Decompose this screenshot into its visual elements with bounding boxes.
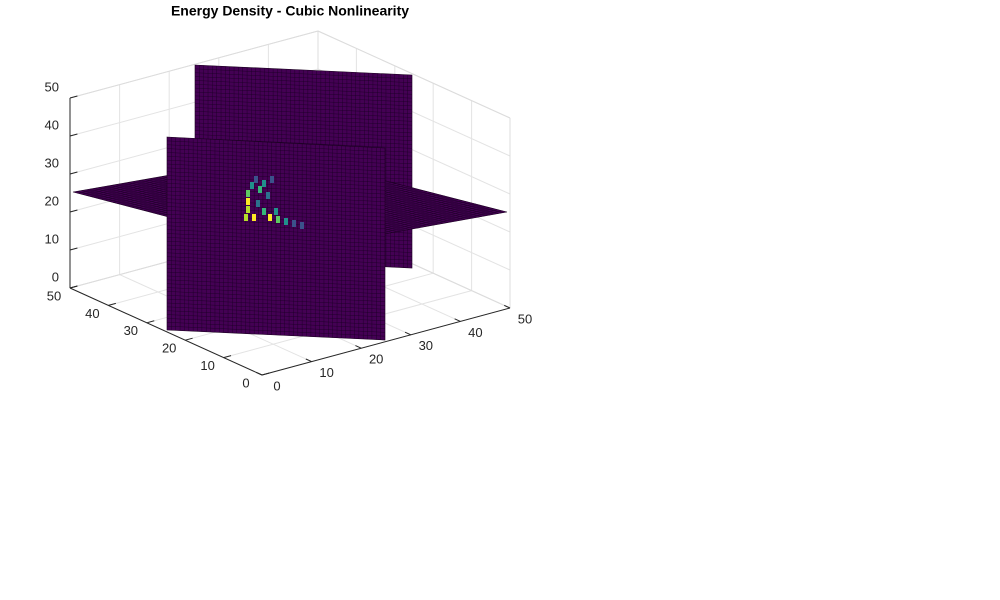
- z-tick-label: 20: [45, 193, 59, 208]
- z-tick-label: 40: [45, 117, 59, 132]
- chart-title: Energy Density - Cubic Nonlinearity: [171, 3, 409, 19]
- hot-cell: [254, 176, 258, 183]
- hot-cell: [266, 192, 270, 199]
- y-tick: [146, 320, 155, 324]
- hot-cell: [246, 206, 250, 213]
- box-edge: [69, 30, 319, 99]
- hot-cell: [268, 214, 272, 221]
- y-tick: [223, 355, 232, 359]
- x-tick-label: 0: [273, 378, 280, 393]
- z-tick: [69, 133, 78, 137]
- y-tick: [261, 372, 270, 376]
- x-tick-label: 30: [419, 338, 433, 353]
- hot-cell: [292, 220, 296, 227]
- y-tick: [108, 302, 116, 306]
- x-tick: [256, 371, 263, 376]
- z-tick-label: 0: [52, 269, 59, 284]
- z-tick: [69, 247, 78, 251]
- x-tick-label: 10: [319, 365, 333, 380]
- x-tick: [404, 331, 412, 336]
- hot-cell: [256, 200, 260, 207]
- hot-cell: [262, 180, 266, 187]
- hot-cell: [270, 176, 274, 183]
- x-tick: [305, 358, 312, 363]
- y-tick: [185, 337, 193, 341]
- hot-cell: [284, 218, 288, 225]
- hot-cell: [262, 208, 266, 215]
- slices: [72, 64, 508, 341]
- hot-cell: [244, 214, 248, 221]
- z-tick: [69, 95, 78, 99]
- z-tick-label: 30: [45, 155, 59, 170]
- slice-plane-front-mesh: [166, 137, 386, 340]
- hot-cell: [258, 186, 262, 193]
- y-tick-label: 10: [200, 358, 214, 373]
- x-tick-label: 50: [518, 311, 532, 326]
- hot-cell: [274, 208, 278, 215]
- hot-cell: [250, 182, 254, 189]
- y-tick-label: 30: [124, 323, 138, 338]
- hot-cell: [246, 198, 250, 205]
- hot-cell: [246, 190, 250, 197]
- box-edge: [317, 30, 511, 119]
- y-tick-label: 20: [162, 341, 176, 356]
- x-tick-label: 40: [468, 325, 482, 340]
- z-tick-label: 10: [45, 231, 59, 246]
- x-tick: [504, 304, 511, 309]
- y-axis: [69, 287, 263, 376]
- x-axis: [261, 307, 511, 376]
- z-tick: [69, 285, 78, 289]
- x-tick-label: 20: [369, 352, 383, 367]
- x-tick: [454, 318, 461, 322]
- x-tick: [355, 345, 362, 349]
- y-tick-label: 40: [85, 306, 99, 321]
- hot-cell: [300, 222, 304, 229]
- z-tick: [69, 171, 78, 175]
- hot-cell: [252, 214, 256, 221]
- z-tick-label: 50: [45, 79, 59, 94]
- y-tick-label: 50: [47, 288, 61, 303]
- y-tick-label: 0: [242, 375, 249, 390]
- hot-cell: [276, 216, 280, 223]
- z-tick: [69, 209, 78, 213]
